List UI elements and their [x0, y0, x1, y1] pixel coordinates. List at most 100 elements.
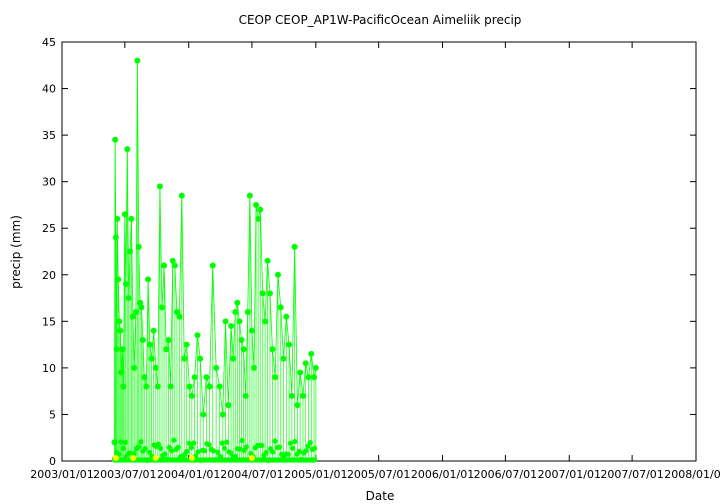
data-point [156, 183, 163, 190]
data-point [150, 327, 157, 334]
data-point [112, 234, 119, 241]
x-axis: 2003/01/01 2003/07/01 2004/01/01 2004/07/01… [30, 42, 720, 481]
x-axis-label: Date [366, 489, 395, 503]
data-point [152, 364, 159, 371]
data-point [154, 383, 161, 390]
data-point [274, 271, 281, 278]
data-point [246, 192, 253, 199]
data-point [288, 392, 295, 399]
data-point [128, 215, 135, 222]
data-point [303, 448, 309, 454]
data-point [299, 392, 306, 399]
data-point [111, 439, 118, 446]
x-tick-label: 2005/01/01 [284, 468, 347, 481]
x-tick-label: 2008/01/01 [664, 468, 720, 481]
data-point [146, 341, 153, 348]
y-tick-label: 10 [42, 362, 56, 375]
data-point [197, 355, 204, 362]
y-axis-label: precip (mm) [9, 215, 23, 289]
data-point [176, 313, 183, 320]
data-point [224, 439, 230, 445]
data-point [291, 243, 298, 250]
data-point [292, 438, 298, 445]
x-tick-label: 2003/01/01 [30, 468, 93, 481]
data-point [116, 318, 123, 325]
data-point [137, 299, 144, 306]
data-point [118, 369, 125, 376]
data-point [188, 444, 195, 451]
data-point [277, 304, 284, 311]
data-point [131, 364, 138, 371]
y-tick-label: 45 [42, 36, 56, 49]
data-point [184, 448, 190, 454]
plot-area-frame [61, 41, 697, 462]
data-point [171, 262, 178, 269]
data-point [206, 442, 212, 448]
data-point [286, 341, 293, 348]
data-point [167, 383, 174, 390]
data-point [124, 146, 131, 153]
data-point [134, 57, 141, 64]
data-point [138, 304, 145, 311]
data-point [127, 248, 134, 255]
data-point [269, 346, 276, 353]
data-point [302, 360, 309, 367]
data-point [308, 350, 315, 357]
data-point [285, 451, 291, 457]
data-point [276, 444, 283, 450]
y-tick-label: 35 [42, 129, 56, 142]
data-point [120, 383, 127, 390]
data-point [259, 290, 266, 297]
data-point [248, 327, 255, 334]
data-point [251, 364, 258, 371]
x-tick-label: 2005/07/01 [347, 468, 410, 481]
data-point [202, 448, 208, 454]
data-point [228, 450, 234, 456]
data-point [135, 243, 142, 250]
series-lines [114, 60, 317, 461]
data-point [132, 309, 139, 316]
data-point [169, 448, 175, 454]
data-point [165, 336, 172, 343]
data-point [294, 402, 301, 409]
data-point [181, 355, 188, 362]
y-tick-label: 40 [42, 83, 56, 96]
data-point [114, 215, 121, 222]
data-point [238, 336, 245, 343]
data-point [186, 440, 192, 446]
y-tick-label: 30 [42, 176, 56, 189]
data-point [112, 136, 119, 143]
data-point [127, 450, 133, 456]
data-point [162, 451, 168, 457]
data-point [120, 445, 126, 452]
highlight-point [248, 455, 255, 461]
y-tick-label: 5 [49, 408, 56, 421]
data-point [143, 383, 150, 390]
data-point [155, 441, 162, 447]
data-point [131, 450, 137, 457]
data-point [242, 392, 249, 399]
data-point [311, 374, 318, 381]
data-point [283, 313, 290, 320]
data-point [171, 437, 177, 443]
highlight-point [130, 455, 137, 461]
data-point [280, 355, 287, 362]
data-point [142, 445, 148, 452]
data-point [221, 445, 228, 451]
data-point [232, 309, 239, 316]
data-point [200, 411, 207, 418]
data-point [186, 383, 193, 390]
data-point [312, 445, 318, 451]
data-point [257, 206, 264, 213]
highlight-point [188, 455, 195, 461]
x-tick-label: 2006/07/01 [474, 468, 537, 481]
data-point [115, 276, 122, 283]
data-point [188, 392, 195, 399]
data-point [141, 374, 148, 381]
data-point [262, 318, 269, 325]
data-point [216, 383, 223, 390]
data-point [255, 215, 262, 222]
data-point [305, 374, 312, 381]
data-point [158, 304, 165, 311]
